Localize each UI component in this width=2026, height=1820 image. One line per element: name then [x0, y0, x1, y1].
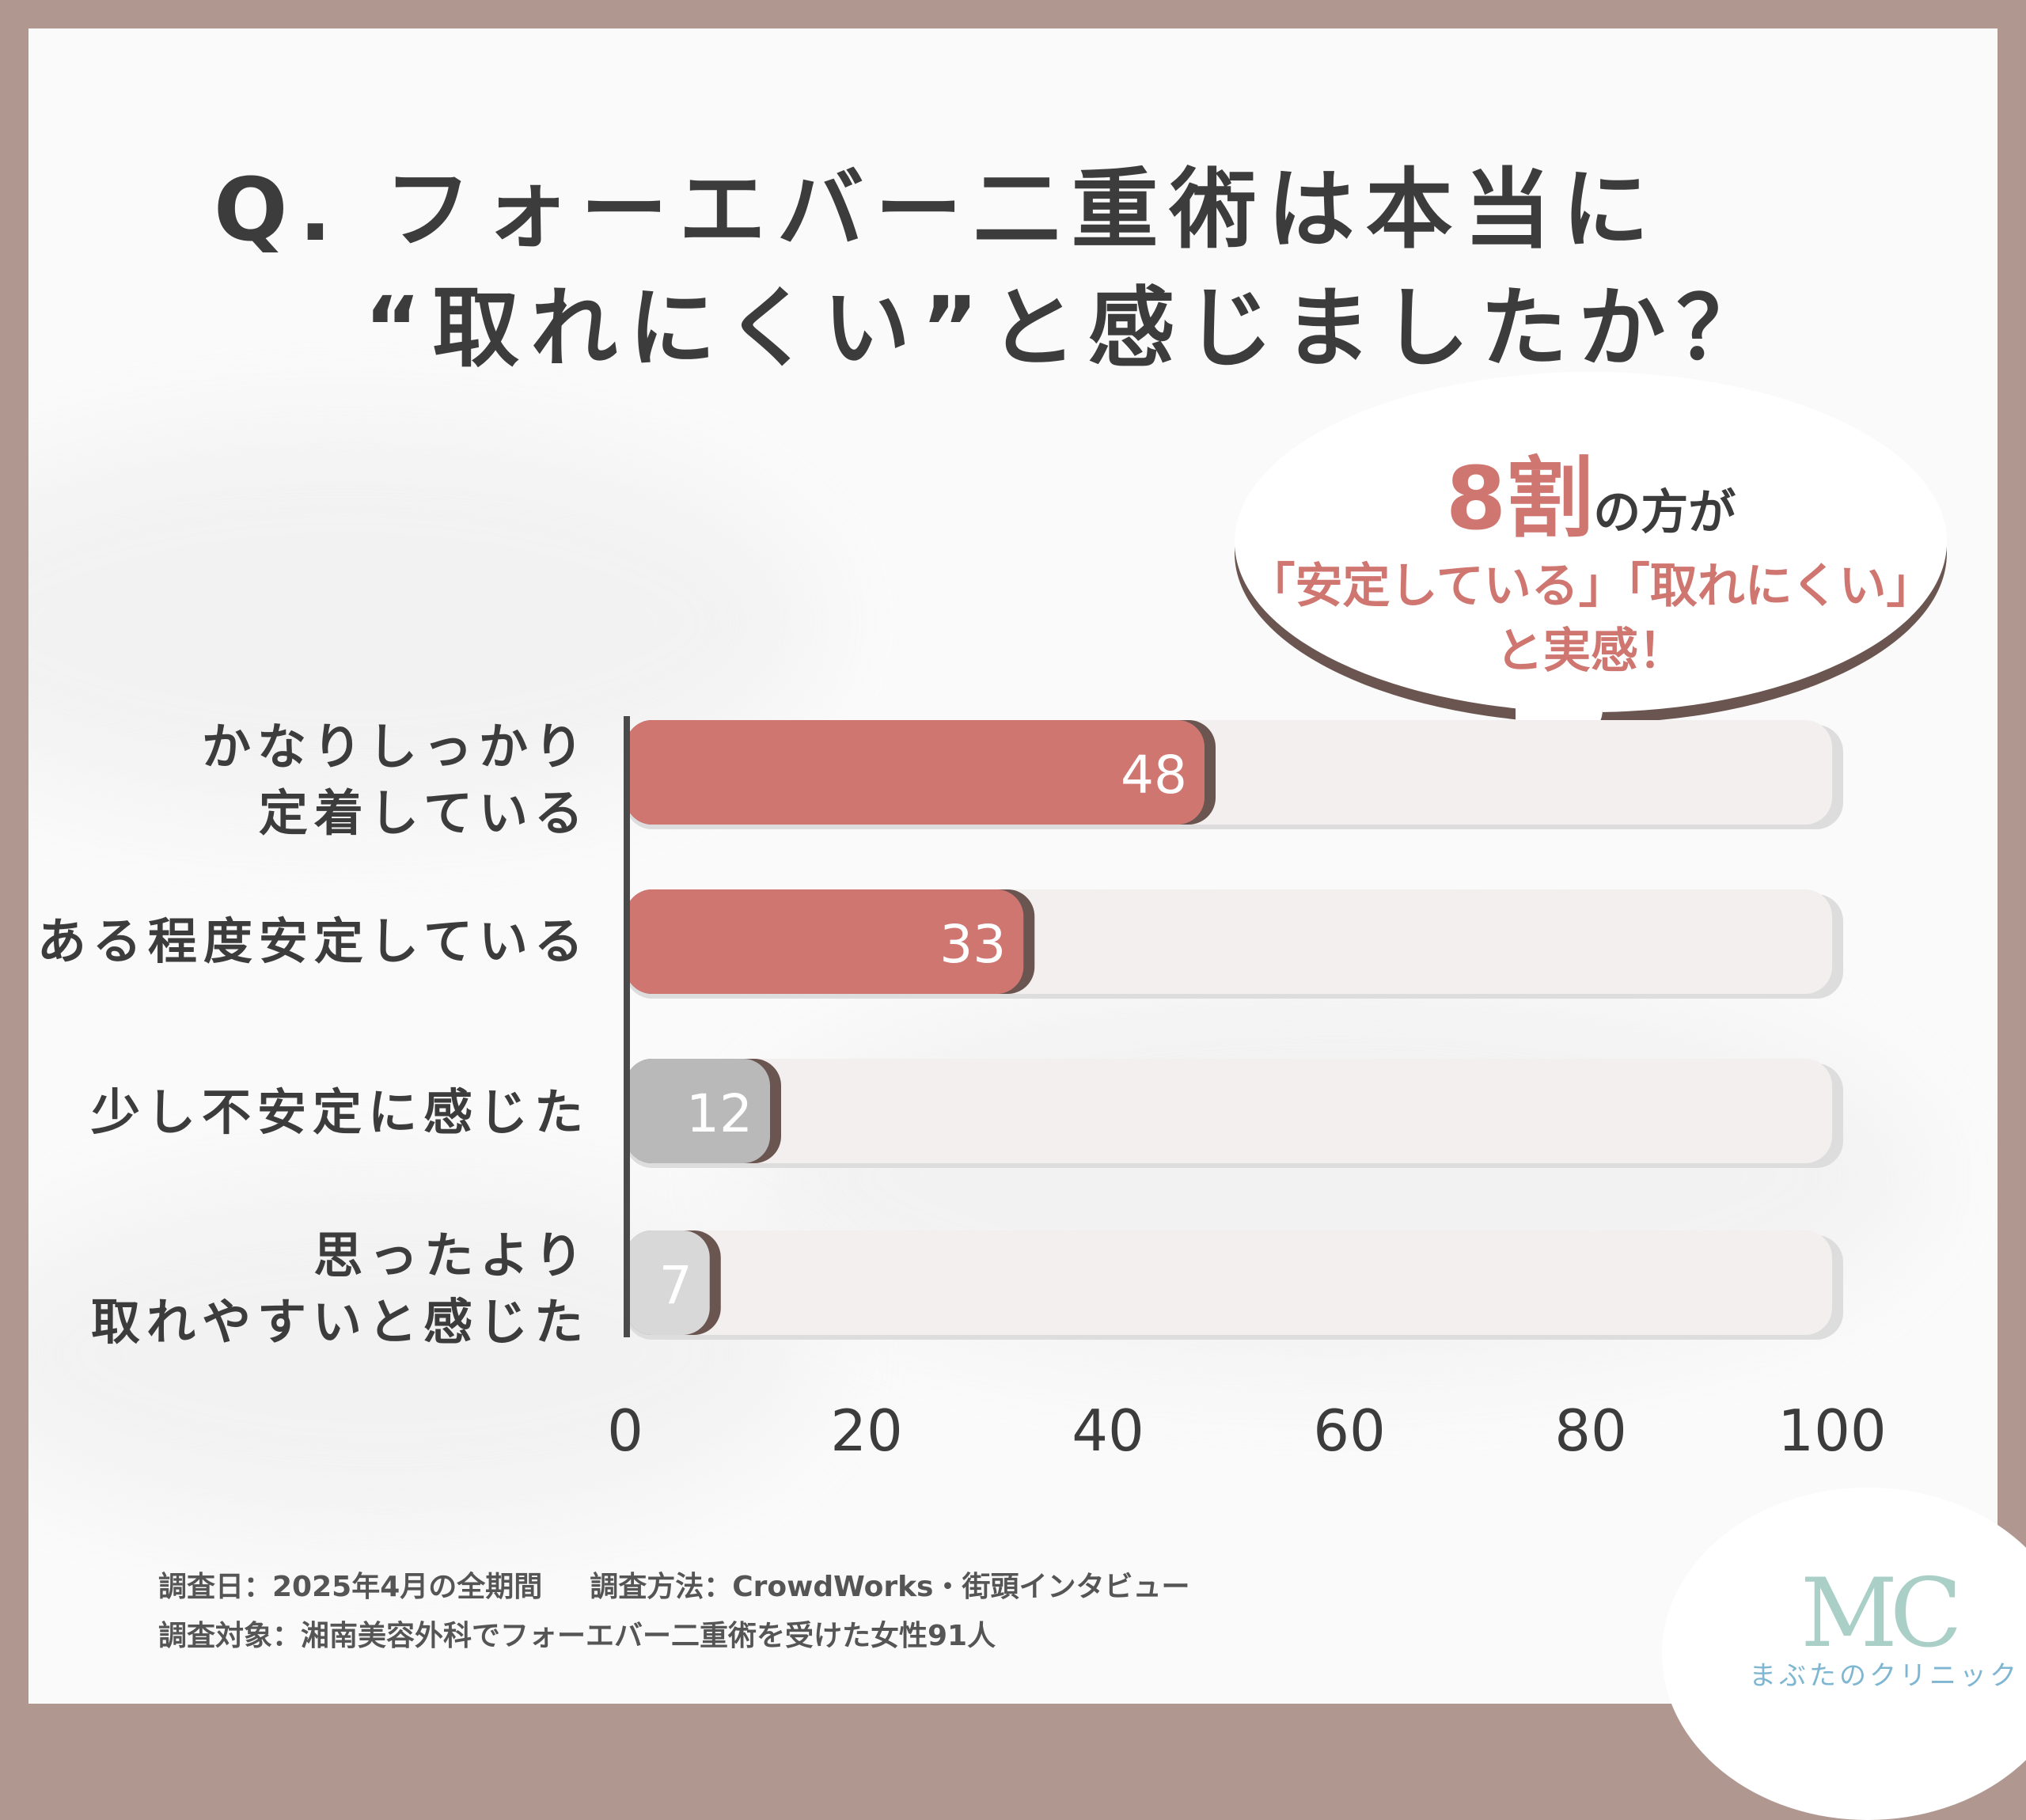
category-label-2: ある程度安定している — [36, 912, 590, 970]
callout-highlight: 8割 — [1445, 448, 1594, 549]
speech-bubble — [1235, 372, 1947, 712]
bar-track — [625, 1230, 1832, 1335]
category-label-4: 思ったより 取れやすいと感じた — [90, 1227, 590, 1351]
bar-track — [625, 1059, 1832, 1163]
callout-line-3: と実感！ — [1496, 624, 1686, 679]
x-tick-label: 40 — [1072, 1397, 1144, 1464]
bar — [625, 889, 1024, 994]
survey-date: 調査日：2025年4月の全期間 — [158, 1571, 543, 1603]
callout-text: 8割の方が 「安定している」「取れにくい」 と実感！ — [1235, 427, 1947, 684]
question-title: Q. フォーエバー二重術は本当に “取れにくい”と感じましたか？ — [214, 150, 1796, 388]
title-line-1: Q. フォーエバー二重術は本当に — [214, 159, 1660, 260]
x-tick-label: 0 — [607, 1397, 643, 1464]
logo-name: まぶたのクリニック — [1749, 1660, 2020, 1692]
bar-value-label: 33 — [939, 914, 1006, 975]
bar-value-label: 48 — [1121, 745, 1187, 806]
logo-mark: MC — [1800, 1559, 1963, 1669]
bar — [625, 720, 1205, 825]
category-label-3: 少し不安定に感じた — [90, 1083, 590, 1141]
survey-notes: 調査日：2025年4月の全期間 調査方法：CrowdWorks・街頭インタビュー … — [158, 1563, 1237, 1661]
callout-line-2: 「安定している」「取れにくい」 — [1247, 559, 1934, 614]
x-tick-label: 60 — [1313, 1397, 1386, 1464]
callout-rest: の方が — [1593, 485, 1736, 540]
bar-value-label: 7 — [659, 1255, 692, 1316]
survey-target: 調査対象：湘南美容外科でフォーエバー二重術を受けた女性91人 — [158, 1620, 996, 1652]
bar-value-label: 12 — [686, 1083, 753, 1144]
survey-method: 調査方法：CrowdWorks・街頭インタビュー — [590, 1571, 1190, 1603]
title-line-2: “取れにくい”と感じましたか？ — [364, 278, 1775, 379]
x-tick-label: 100 — [1777, 1397, 1886, 1464]
x-tick-label: 80 — [1554, 1397, 1627, 1464]
bar-chart: 48 33 12 7 0 20 40 60 80 100 — [607, 716, 1887, 1464]
x-tick-label: 20 — [830, 1397, 903, 1464]
bar — [625, 1059, 770, 1163]
bar — [625, 1230, 710, 1335]
category-label-1: かなりしっかり 定着している — [201, 718, 590, 842]
